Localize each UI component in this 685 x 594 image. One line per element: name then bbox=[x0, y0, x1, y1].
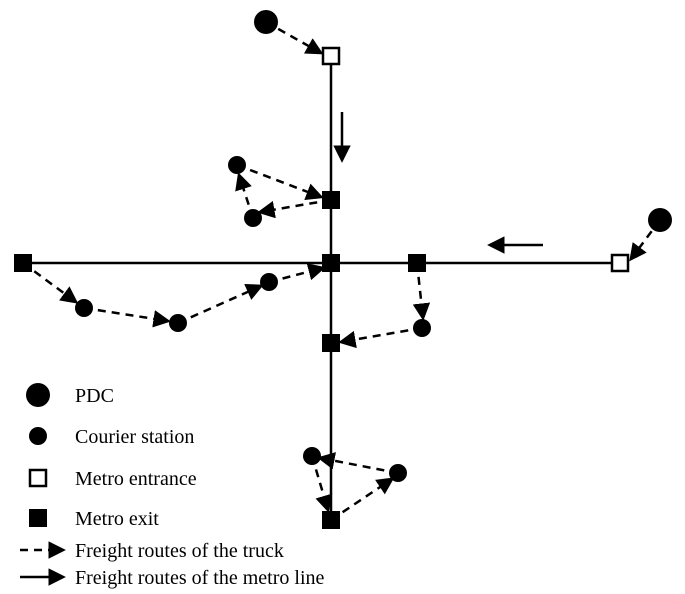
metro-exit bbox=[408, 254, 426, 272]
truck-route bbox=[178, 286, 261, 323]
truck-route bbox=[237, 165, 321, 197]
courier-station bbox=[413, 319, 431, 337]
legend-label: Courier station bbox=[75, 426, 194, 448]
metro-exit bbox=[322, 334, 340, 352]
metro-exit bbox=[322, 254, 340, 272]
metro-entrance bbox=[323, 48, 339, 64]
courier-station bbox=[389, 464, 407, 482]
truck-route bbox=[260, 200, 331, 212]
legend-label: Freight routes of the truck bbox=[75, 540, 284, 562]
pdc-node bbox=[254, 10, 278, 34]
truck-route bbox=[341, 328, 422, 342]
legend-pdc-icon bbox=[26, 383, 50, 407]
legend-exit-icon bbox=[29, 509, 47, 527]
legend-courier-icon bbox=[29, 427, 47, 445]
legend-entrance-icon bbox=[30, 470, 46, 486]
truck-route bbox=[331, 479, 392, 520]
courier-station bbox=[169, 314, 187, 332]
courier-station bbox=[260, 273, 278, 291]
courier-station bbox=[303, 447, 321, 465]
metro-entrance bbox=[612, 255, 628, 271]
pdc-node bbox=[648, 208, 672, 232]
courier-station bbox=[75, 299, 93, 317]
legend-label: PDC bbox=[75, 385, 114, 407]
metro-exit bbox=[322, 511, 340, 529]
courier-station bbox=[244, 209, 262, 227]
courier-station bbox=[228, 156, 246, 174]
metro-exit bbox=[14, 254, 32, 272]
truck-route bbox=[84, 308, 168, 321]
legend-label: Freight routes of the metro line bbox=[75, 567, 325, 589]
metro-exit bbox=[322, 191, 340, 209]
legend-label: Metro exit bbox=[75, 508, 159, 530]
legend-label: Metro entrance bbox=[75, 468, 197, 490]
